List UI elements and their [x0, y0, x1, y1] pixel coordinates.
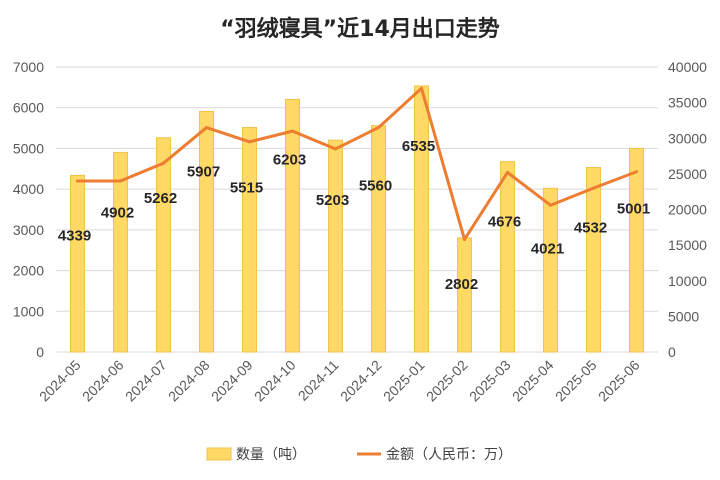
line-point [377, 126, 380, 130]
right-tick-label: 15000 [668, 237, 707, 253]
x-tick-label: 2024-10 [251, 357, 299, 405]
x-tick-label: 2025-06 [595, 357, 643, 405]
x-tick-label: 2024-05 [36, 357, 84, 405]
bar-value-label: 5907 [187, 164, 220, 181]
bar [629, 147, 644, 353]
line-point [205, 126, 208, 130]
bar-value-label: 5515 [230, 179, 263, 196]
line-point [162, 161, 165, 165]
bar-value-label: 5203 [316, 192, 349, 209]
bar [156, 137, 171, 353]
line-point [592, 186, 595, 190]
bar [371, 125, 386, 353]
left-tick-label: 0 [36, 344, 44, 360]
x-axis: 2024-052024-062024-072024-082024-092024-… [36, 357, 643, 405]
series-line [76, 86, 638, 241]
bar [586, 166, 601, 353]
bar [328, 139, 343, 353]
bar [457, 237, 472, 353]
bar [500, 161, 515, 353]
bar [70, 174, 85, 353]
right-tick-label: 40000 [668, 59, 707, 75]
x-tick-label: 2025-01 [380, 357, 428, 405]
left-tick-label: 4000 [13, 181, 44, 197]
legend-label-bar: 数量（吨） [236, 447, 306, 463]
line-point [334, 147, 337, 151]
x-tick-label: 2025-04 [509, 357, 557, 405]
bar-series [70, 85, 644, 353]
right-tick-label: 5000 [668, 308, 699, 324]
right-tick-label: 20000 [668, 202, 707, 218]
left-tick-label: 6000 [13, 100, 44, 116]
legend-label-line: 金额（人民币：万） [386, 447, 512, 463]
line-point [549, 203, 552, 207]
bar-value-label: 5262 [144, 190, 177, 207]
right-tick-label: 25000 [668, 166, 707, 182]
left-tick-label: 7000 [13, 59, 44, 75]
x-tick-label: 2024-11 [295, 357, 342, 404]
right-tick-label: 0 [668, 344, 676, 360]
chart-title: “羽绒寝具”近14月出口走势 [220, 16, 500, 42]
left-axis: 0 1000 2000 3000 4000 5000 6000 7000 [13, 59, 44, 360]
line-point [420, 86, 423, 90]
x-tick-label: 2024-06 [79, 357, 127, 405]
bar [414, 85, 429, 353]
bar-value-label: 6203 [273, 151, 306, 168]
x-tick-label: 2024-12 [337, 357, 385, 405]
line-point [635, 170, 638, 174]
bar-value-label: 4902 [101, 204, 134, 221]
line-point [248, 140, 251, 144]
x-tick-label: 2024-08 [165, 357, 213, 405]
line-series [76, 86, 638, 241]
legend: 数量（吨） 金额（人民币：万） [206, 447, 512, 463]
line-point [291, 129, 294, 133]
left-tick-label: 2000 [13, 263, 44, 279]
x-tick-label: 2025-03 [466, 357, 514, 405]
right-axis: 0 5000 10000 15000 20000 25000 30000 35000 40000 [668, 59, 707, 360]
bar [543, 187, 558, 353]
line-point [463, 237, 466, 241]
right-tick-label: 10000 [668, 273, 707, 289]
bar-value-label: 4532 [574, 219, 607, 236]
bar [242, 126, 257, 353]
bar [113, 151, 128, 353]
bar [199, 111, 214, 353]
bar-value-label: 5560 [359, 178, 392, 195]
bar-value-label: 5001 [617, 200, 650, 217]
x-tick-label: 2024-07 [122, 357, 170, 405]
x-tick-label: 2025-05 [552, 357, 600, 405]
bar-value-label: 4021 [531, 240, 564, 257]
right-tick-label: 30000 [668, 130, 707, 146]
left-tick-label: 1000 [13, 303, 44, 319]
data-labels: 4339 4902 5262 5907 5515 6203 5203 5560 6535 2802… [58, 138, 650, 293]
gridlines [56, 66, 658, 353]
bar [285, 98, 300, 353]
line-point [76, 179, 79, 183]
line-point [119, 179, 122, 183]
bar-value-label: 4676 [488, 214, 521, 231]
bar-value-label: 6535 [402, 138, 435, 155]
x-tick-label: 2025-02 [423, 357, 471, 405]
legend-swatch-bar [206, 447, 232, 461]
left-tick-label: 3000 [13, 222, 44, 238]
right-tick-label: 35000 [668, 95, 707, 111]
bar-value-label: 4339 [58, 227, 91, 244]
left-tick-label: 5000 [13, 140, 44, 156]
line-point [506, 170, 509, 174]
x-tick-label: 2024-09 [208, 357, 256, 405]
bar-value-label: 2802 [445, 276, 478, 293]
